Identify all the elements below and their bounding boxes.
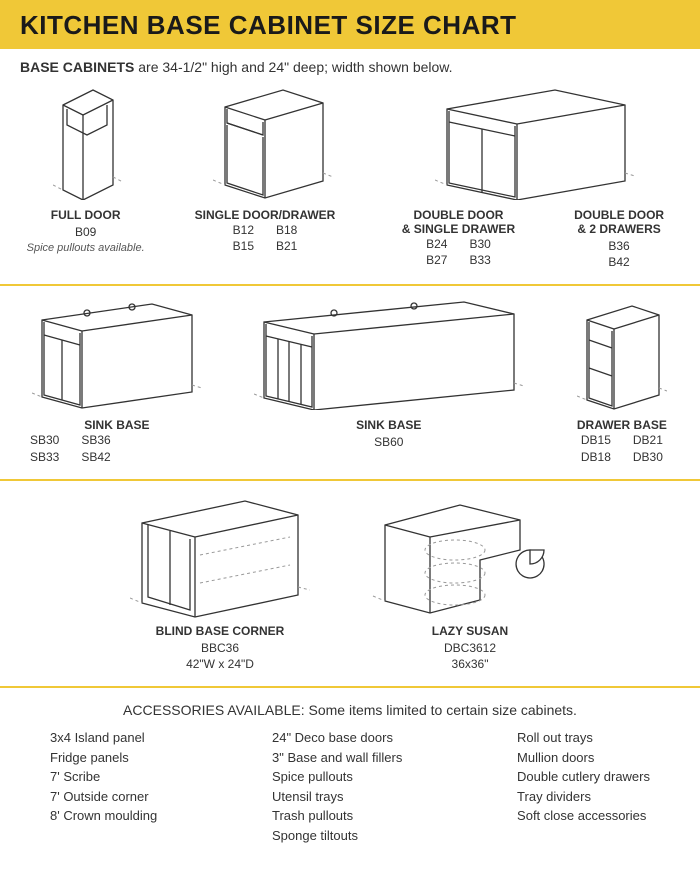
title: FULL DOOR bbox=[20, 208, 151, 222]
label-drawer-base: DRAWER BASE DB15DB18 DB21DB30 bbox=[564, 414, 680, 464]
acc-item: 7' Scribe bbox=[50, 767, 157, 787]
acc-item: 7' Outside corner bbox=[50, 787, 157, 807]
item-lazy-susan: LAZY SUSAN DBC361236x36" bbox=[370, 495, 570, 672]
codes: B24B27 B30B33 bbox=[379, 236, 538, 268]
chart-title: KITCHEN BASE CABINET SIZE CHART bbox=[20, 10, 680, 41]
title: DOUBLE DOOR& 2 DRAWERS bbox=[558, 208, 680, 236]
subheader-rest: are 34-1/2" high and 24" deep; width sho… bbox=[134, 59, 452, 75]
label-full-door: FULL DOOR B09 Spice pullouts available. bbox=[20, 204, 151, 270]
chart-subheader: BASE CABINETS are 34-1/2" high and 24" d… bbox=[0, 49, 700, 81]
title: BLIND BASE CORNER bbox=[130, 624, 310, 638]
row-3: BLIND BASE CORNER BBC3642"W x 24"D LAZY … bbox=[0, 479, 700, 686]
row-1: FULL DOOR B09 Spice pullouts available. … bbox=[0, 81, 700, 284]
title: SINGLE DOOR/DRAWER bbox=[171, 208, 359, 222]
cabinet-sink-base-60-icon bbox=[254, 300, 524, 410]
acc-item: Trash pullouts bbox=[272, 806, 402, 826]
title: SINK BASE bbox=[20, 418, 214, 432]
accessories-columns: 3x4 Island panel Fridge panels 7' Scribe… bbox=[20, 728, 680, 851]
cabinet-full-door-icon bbox=[53, 85, 123, 200]
acc-col-3: Roll out trays Mullion doors Double cutl… bbox=[517, 728, 650, 845]
item-single-door-drawer bbox=[176, 85, 370, 200]
accessories-section: ACCESSORIES AVAILABLE: Some items limite… bbox=[0, 686, 700, 865]
label-sink-1: SINK BASE SB30SB33 SB36SB42 bbox=[20, 414, 214, 464]
codes: BBC3642"W x 24"D bbox=[130, 640, 310, 672]
codes: SB30SB33 SB36SB42 bbox=[20, 432, 214, 464]
codes: B12B15 B18B21 bbox=[171, 222, 359, 254]
code: B09 bbox=[20, 224, 151, 240]
subheader-strong: BASE CABINETS bbox=[20, 59, 134, 75]
item-full-door bbox=[20, 85, 156, 200]
cabinet-sink-base-icon bbox=[32, 300, 202, 410]
item-sink-base-2 bbox=[234, 300, 544, 410]
acc-item: Utensil trays bbox=[272, 787, 402, 807]
item-blind-corner: BLIND BASE CORNER BBC3642"W x 24"D bbox=[130, 495, 310, 672]
acc-item: Sponge tiltouts bbox=[272, 826, 402, 846]
acc-item: Mullion doors bbox=[517, 748, 650, 768]
item-sink-base-1 bbox=[20, 300, 214, 410]
acc-item: 24" Deco base doors bbox=[272, 728, 402, 748]
cabinet-single-door-icon bbox=[213, 85, 333, 200]
label-sink-2: SINK BASE SB60 bbox=[234, 414, 544, 464]
label-double-door-1: DOUBLE DOOR& SINGLE DRAWER B24B27 B30B33 bbox=[379, 204, 538, 270]
item-drawer-base bbox=[564, 300, 680, 410]
codes: DBC361236x36" bbox=[370, 640, 570, 672]
acc-item: Roll out trays bbox=[517, 728, 650, 748]
title: SINK BASE bbox=[234, 418, 544, 432]
acc-item: 3x4 Island panel bbox=[50, 728, 157, 748]
chart-header: KITCHEN BASE CABINET SIZE CHART bbox=[0, 0, 700, 49]
cabinet-double-door-icon bbox=[435, 85, 635, 200]
acc-item: Spice pullouts bbox=[272, 767, 402, 787]
acc-item: Tray dividers bbox=[517, 787, 650, 807]
title: LAZY SUSAN bbox=[370, 624, 570, 638]
accessories-header: ACCESSORIES AVAILABLE: Some items limite… bbox=[20, 702, 680, 718]
acc-col-1: 3x4 Island panel Fridge panels 7' Scribe… bbox=[50, 728, 157, 845]
item-double-door bbox=[389, 85, 680, 200]
cabinet-lazy-susan-icon bbox=[370, 495, 570, 620]
codes: DB15DB18 DB21DB30 bbox=[564, 432, 680, 464]
codes: B36B42 bbox=[558, 238, 680, 270]
note: Spice pullouts available. bbox=[20, 242, 151, 254]
code: SB60 bbox=[234, 434, 544, 450]
acc-item: 8' Crown moulding bbox=[50, 806, 157, 826]
acc-item: 3" Base and wall fillers bbox=[272, 748, 402, 768]
label-double-door-2: DOUBLE DOOR& 2 DRAWERS B36B42 bbox=[558, 204, 680, 270]
cabinet-blind-corner-icon bbox=[130, 495, 310, 620]
acc-item: Fridge panels bbox=[50, 748, 157, 768]
cabinet-drawer-base-icon bbox=[577, 300, 667, 410]
title: DRAWER BASE bbox=[564, 418, 680, 432]
label-single-door: SINGLE DOOR/DRAWER B12B15 B18B21 bbox=[171, 204, 359, 270]
acc-item: Soft close accessories bbox=[517, 806, 650, 826]
row-2: SINK BASE SB30SB33 SB36SB42 SINK BASE SB… bbox=[0, 284, 700, 478]
acc-col-2: 24" Deco base doors 3" Base and wall fil… bbox=[272, 728, 402, 845]
title: DOUBLE DOOR& SINGLE DRAWER bbox=[379, 208, 538, 236]
acc-item: Double cutlery drawers bbox=[517, 767, 650, 787]
